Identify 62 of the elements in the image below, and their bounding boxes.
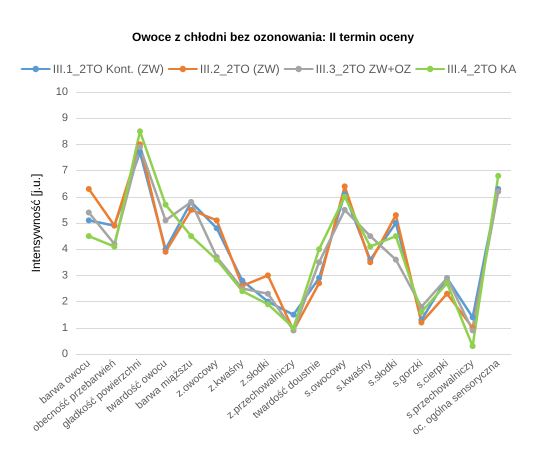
y-tick-label: 4 — [62, 243, 68, 256]
point — [367, 233, 374, 240]
point — [392, 256, 399, 263]
point — [162, 248, 169, 255]
point — [316, 246, 322, 252]
point — [86, 217, 92, 224]
point — [470, 314, 476, 320]
y-tick-label: 9 — [62, 112, 68, 124]
legend-label: III.1_2TO Kont. (ZW) — [52, 62, 164, 76]
point — [470, 343, 476, 350]
point — [86, 186, 92, 192]
y-tick-label: 10 — [56, 86, 68, 98]
y-tick-label: 3 — [62, 269, 68, 282]
point — [136, 144, 143, 150]
y-tick-label: 7 — [62, 164, 68, 177]
point — [418, 304, 424, 310]
point — [162, 202, 169, 208]
point — [214, 256, 220, 263]
point — [316, 275, 322, 282]
y-tick-label: 2 — [62, 296, 68, 308]
point — [239, 288, 246, 294]
point — [264, 301, 271, 308]
point — [188, 206, 194, 213]
point — [136, 149, 143, 156]
point — [188, 233, 194, 240]
point — [342, 206, 348, 213]
point — [111, 244, 118, 250]
point — [214, 225, 220, 232]
y-tick-label: 1 — [62, 322, 68, 334]
chart-title: Owoce z chłodni bez ozonowania: II termin oceny — [132, 30, 414, 44]
point — [470, 327, 476, 334]
point — [367, 244, 374, 250]
point — [162, 217, 169, 224]
y-tick-label: 6 — [62, 190, 68, 203]
point — [239, 278, 246, 284]
point — [418, 309, 424, 316]
point — [418, 320, 424, 326]
point — [392, 233, 399, 240]
point — [444, 290, 450, 297]
point — [214, 217, 220, 224]
point — [264, 290, 271, 297]
y-tick-label: 0 — [62, 348, 68, 360]
point — [367, 259, 374, 266]
point — [342, 194, 348, 200]
y-tick-label: 5 — [62, 217, 68, 229]
point — [316, 280, 322, 286]
point — [290, 324, 296, 331]
point — [444, 280, 450, 286]
point — [86, 233, 92, 240]
legend-label: III.2_2TO (ZW) — [200, 62, 280, 76]
point — [86, 210, 92, 216]
legend-label: III.4_2TO KA — [447, 62, 516, 76]
point — [342, 183, 348, 190]
point — [264, 272, 271, 278]
point — [495, 172, 502, 179]
y-axis-title: Intensywność [j.u.] — [29, 174, 43, 272]
point — [290, 312, 296, 318]
y-tick-label: 8 — [62, 138, 68, 150]
point — [392, 220, 399, 226]
point — [316, 259, 322, 266]
point — [136, 128, 143, 134]
legend-label: III.3_2TO ZW+OZ — [316, 62, 412, 76]
